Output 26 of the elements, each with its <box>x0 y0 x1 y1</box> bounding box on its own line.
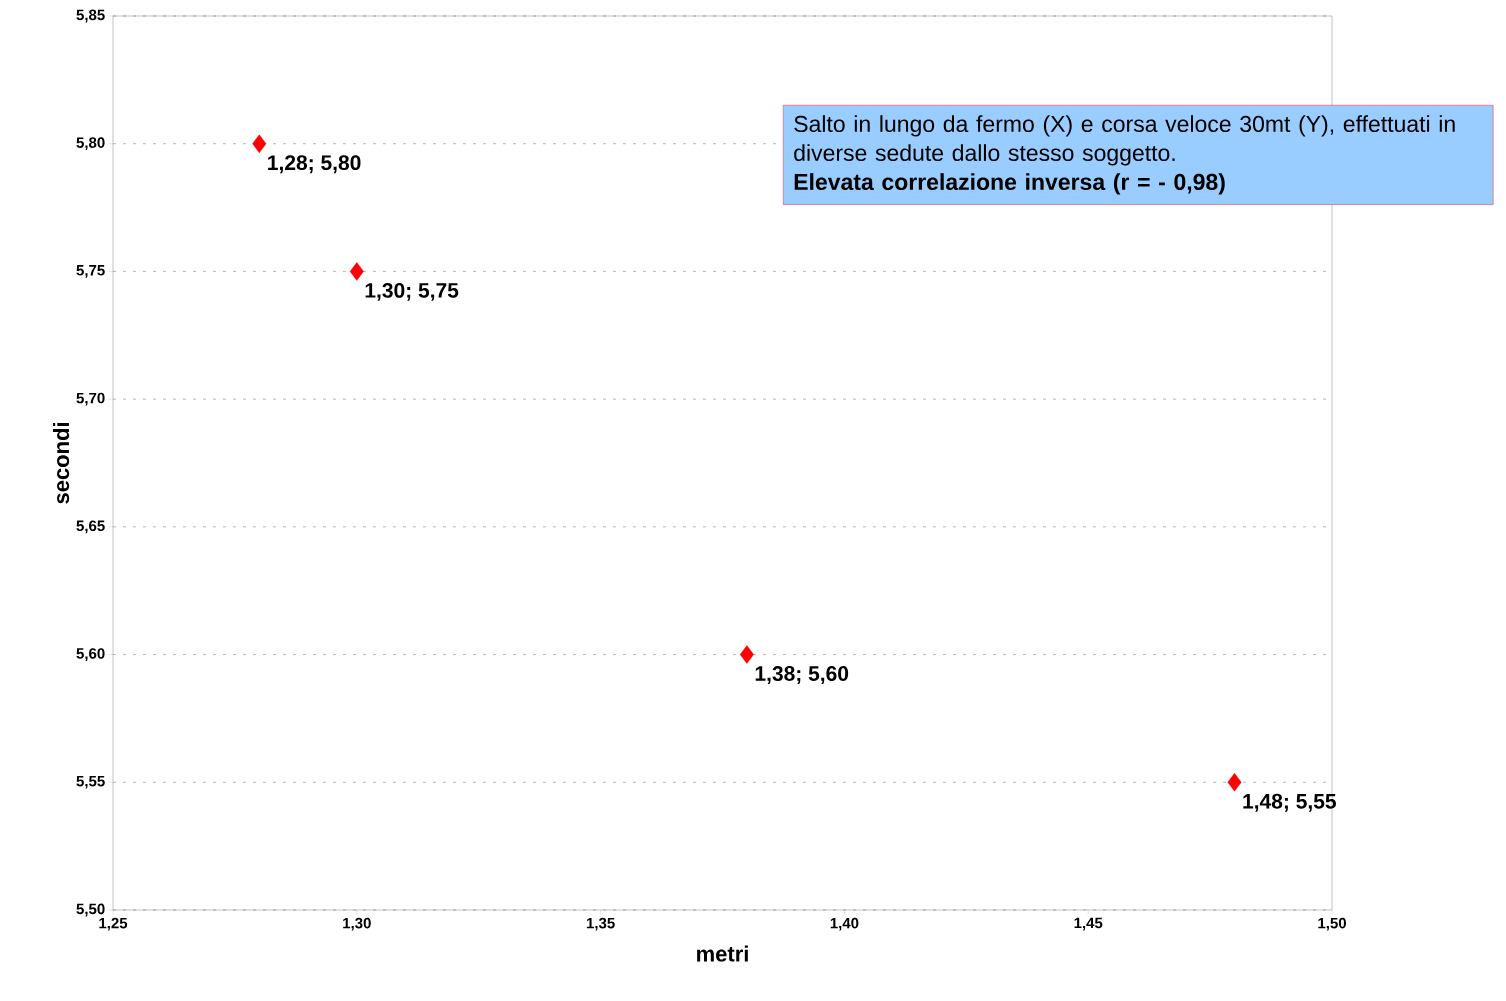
y-tick-label: 5,80 <box>76 137 105 151</box>
point <box>739 645 754 664</box>
y-tick-label: 5,60 <box>76 648 105 661</box>
annotation: Elevata correlazione inversa (r = - 0,98) <box>794 173 1225 195</box>
x-axis-title: metri <box>697 945 748 962</box>
y-tick-label: 5,70 <box>76 392 105 406</box>
y-tick-label: 5,65 <box>76 520 105 534</box>
data-label: 1,38; 5,60 <box>755 666 849 685</box>
point <box>1227 773 1242 792</box>
y-axis-title: secondi <box>52 422 70 504</box>
x-tick-label: 1,30 <box>343 917 371 931</box>
y-tick-label: 5,85 <box>76 9 105 23</box>
point <box>349 262 364 281</box>
data-label: 1,48; 5,55 <box>1243 793 1336 812</box>
data-label: 1,30; 5,75 <box>365 282 459 301</box>
point <box>252 134 267 153</box>
x-tick-label: 1,35 <box>586 917 615 931</box>
data-label: 1,28; 5,80 <box>268 155 361 174</box>
x-tick-label: 1,45 <box>1074 917 1103 931</box>
x-tick-label: 1,40 <box>830 917 859 931</box>
y-tick-label: 5,50 <box>76 903 105 917</box>
x-tick-label: 1,25 <box>99 917 128 931</box>
y-tick-label: 5,75 <box>76 265 105 278</box>
y-tick-label: 5,55 <box>76 775 105 789</box>
annotation: Salto in lungo da fermo (X) e corsa veloce 30mt (Y), effettuati in diverse sedute dallo stesso soggetto. <box>794 115 1455 166</box>
x-tick-label: 1,50 <box>1318 917 1346 931</box>
